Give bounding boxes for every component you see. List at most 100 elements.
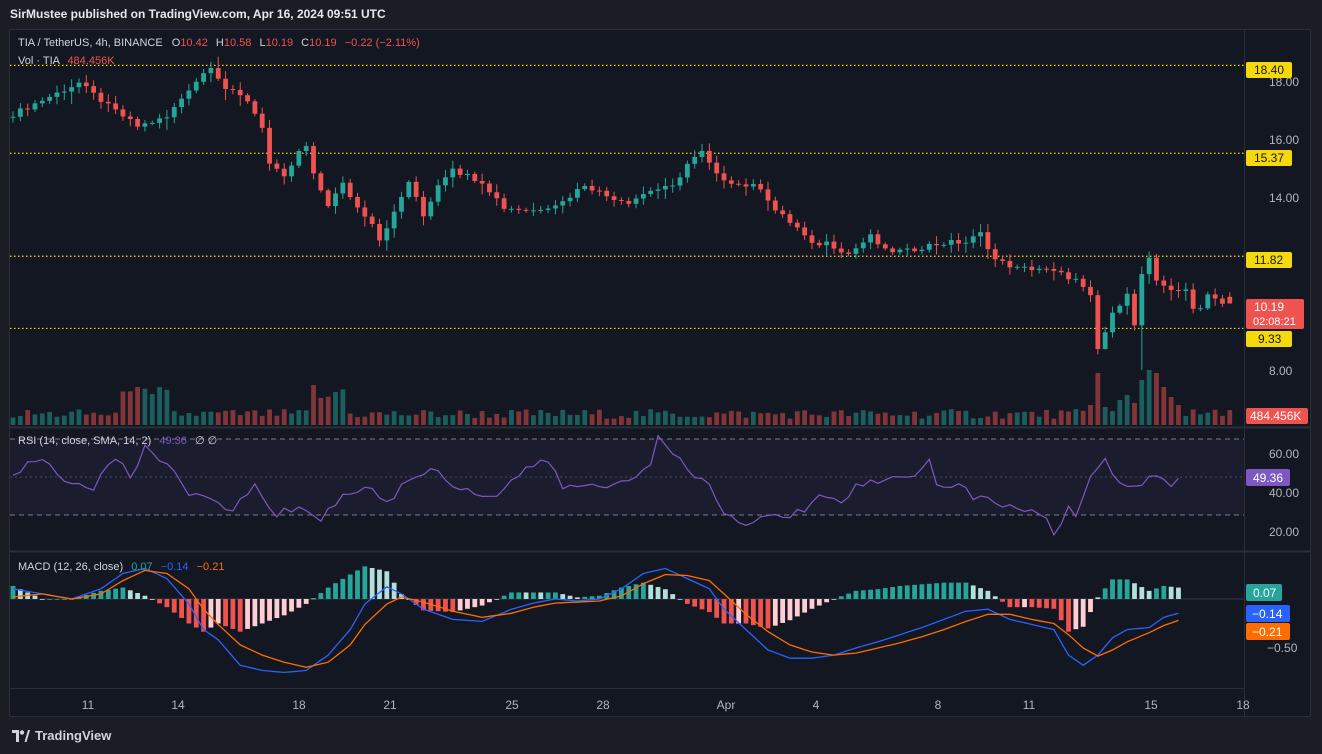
candle-body[interactable] <box>428 201 434 217</box>
candle-body[interactable] <box>853 248 859 254</box>
candle-body[interactable] <box>113 103 119 110</box>
candle-body[interactable] <box>545 208 551 210</box>
candle-body[interactable] <box>501 198 507 209</box>
candle-body[interactable] <box>794 222 800 228</box>
candle-body[interactable] <box>1022 266 1027 268</box>
candle-body[interactable] <box>494 192 500 199</box>
candle-body[interactable] <box>736 183 742 185</box>
candle-body[interactable] <box>369 216 375 225</box>
legend-macd[interactable]: MACD (12, 26, close) 0.07 −0.14 −0.21 <box>18 561 224 573</box>
candle-body[interactable] <box>758 183 764 190</box>
badge-price[interactable]: 10.19 02:08:21 <box>1246 299 1304 329</box>
candle-body[interactable] <box>54 92 60 97</box>
badge-level-1840[interactable]: 18.40 <box>1246 62 1292 78</box>
candle-body[interactable] <box>472 173 478 182</box>
candle-body[interactable] <box>333 193 338 207</box>
candle-body[interactable] <box>193 81 199 91</box>
candle-body[interactable] <box>662 185 668 190</box>
badge-macd-line[interactable]: −0.14 <box>1246 605 1290 622</box>
candle-body[interactable] <box>252 101 258 114</box>
badge-rsi[interactable]: 49.36 <box>1246 469 1290 486</box>
candle-body[interactable] <box>10 116 16 118</box>
candle-body[interactable] <box>963 242 969 244</box>
candle-body[interactable] <box>1117 305 1123 313</box>
candle-body[interactable] <box>399 197 404 212</box>
candle-body[interactable] <box>809 235 815 243</box>
candle-body[interactable] <box>509 208 514 210</box>
candle-body[interactable] <box>303 146 309 151</box>
candle-body[interactable] <box>523 209 529 211</box>
candle-body[interactable] <box>465 173 470 175</box>
candle-body[interactable] <box>179 98 184 108</box>
candle-body[interactable] <box>186 90 192 99</box>
candle-body[interactable] <box>259 113 265 128</box>
candle-body[interactable] <box>39 100 45 104</box>
legend-rsi[interactable]: RSI (14, close, SMA, 14, 2) 49.36 ∅ ∅ <box>18 435 217 447</box>
candle-body[interactable] <box>618 199 624 201</box>
legend-main[interactable]: TIA / TetherUS, 4h, BINANCE O10.42 H10.5… <box>18 37 420 67</box>
candle-body[interactable] <box>956 240 961 244</box>
candle-body[interactable] <box>435 185 441 202</box>
candle-body[interactable] <box>1198 308 1203 310</box>
candle-body[interactable] <box>1014 266 1020 268</box>
candle-body[interactable] <box>1058 270 1064 273</box>
candle-body[interactable] <box>135 118 141 127</box>
candle-body[interactable] <box>76 82 82 88</box>
candle-body[interactable] <box>1205 294 1211 309</box>
candle-body[interactable] <box>325 190 331 207</box>
candle-body[interactable] <box>1007 260 1013 268</box>
candle-body[interactable] <box>149 122 155 124</box>
candle-body[interactable] <box>640 194 646 199</box>
candle-body[interactable] <box>692 156 698 164</box>
candle-body[interactable] <box>611 196 617 200</box>
candle-body[interactable] <box>267 127 272 164</box>
candle-body[interactable] <box>1212 294 1218 299</box>
candle-body[interactable] <box>61 91 67 93</box>
candle-body[interactable] <box>237 89 243 96</box>
candle-body[interactable] <box>91 86 97 93</box>
candle-body[interactable] <box>98 92 104 102</box>
candle-body[interactable] <box>633 198 639 204</box>
candle-body[interactable] <box>487 183 492 193</box>
candle-body[interactable] <box>721 173 727 181</box>
time-axis[interactable]: 11 14 18 21 25 28 Apr 4 8 11 15 18 <box>82 698 1250 712</box>
candle-body[interactable] <box>985 232 991 250</box>
candle-body[interactable] <box>1029 266 1035 270</box>
candle-body[interactable] <box>934 243 939 246</box>
candle-body[interactable] <box>289 165 294 177</box>
badge-macd-signal[interactable]: −0.21 <box>1246 623 1290 640</box>
candle-body[interactable] <box>1095 295 1101 350</box>
candle-body[interactable] <box>575 189 580 198</box>
horizontal-levels[interactable] <box>10 64 1244 330</box>
candle-body[interactable] <box>17 108 23 117</box>
candle-body[interactable] <box>1161 280 1167 286</box>
macd-signal-line[interactable] <box>12 569 1179 668</box>
candle-body[interactable] <box>457 168 463 175</box>
candle-body[interactable] <box>904 248 910 250</box>
badge-level-933[interactable]: 9.33 <box>1246 331 1292 347</box>
candle-body[interactable] <box>391 211 397 229</box>
candle-body[interactable] <box>970 236 976 243</box>
candle-body[interactable] <box>1227 296 1233 304</box>
candle-body[interactable] <box>47 96 53 101</box>
candle-body[interactable] <box>1110 312 1115 333</box>
candle-body[interactable] <box>83 82 89 87</box>
badge-volume[interactable]: 484.456K <box>1246 408 1308 424</box>
candle-body[interactable] <box>875 234 881 245</box>
candle-body[interactable] <box>978 232 983 237</box>
candle-body[interactable] <box>750 183 756 187</box>
candle-body[interactable] <box>684 163 690 178</box>
candle-body[interactable] <box>1102 332 1108 350</box>
candle-body[interactable] <box>824 241 830 246</box>
candle-body[interactable] <box>655 189 661 191</box>
candle-body[interactable] <box>347 182 353 198</box>
candle-body[interactable] <box>531 210 536 212</box>
candle-body[interactable] <box>274 163 280 169</box>
candle-body[interactable] <box>743 184 749 187</box>
candle-body[interactable] <box>714 162 720 174</box>
candle-body[interactable] <box>516 208 522 210</box>
candle-body[interactable] <box>1168 285 1174 290</box>
candle-body[interactable] <box>846 252 852 254</box>
candle-body[interactable] <box>670 185 676 187</box>
candle-body[interactable] <box>450 168 456 178</box>
